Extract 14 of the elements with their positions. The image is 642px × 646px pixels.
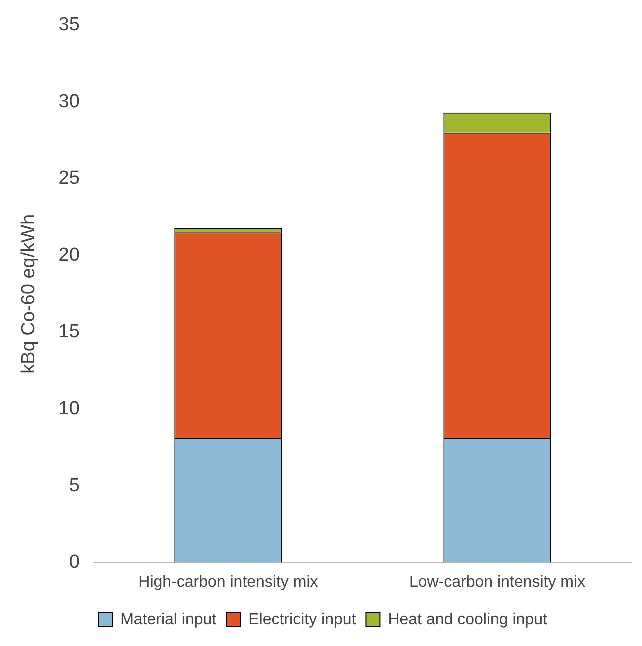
y-tick-label: 10: [58, 398, 80, 420]
y-tick-label: 35: [58, 14, 80, 36]
y-tick-label: 25: [58, 168, 80, 190]
legend-label: Material input: [120, 611, 218, 628]
y-tick-label: 5: [69, 475, 80, 496]
legend-label: Heat and cooling input: [388, 611, 548, 628]
x-tick-label: High-carbon intensity mix: [138, 574, 318, 591]
y-tick-label: 0: [69, 552, 80, 574]
y-tick-label: 20: [58, 244, 80, 266]
y-tick-label: 15: [58, 322, 80, 343]
x-tick-label: Low-carbon intensity mix: [409, 574, 586, 591]
legend-label: Electricity input: [248, 611, 357, 628]
y-tick-label: 30: [58, 91, 80, 112]
y-axis-title: kBq Co-60 eq/kWh: [18, 214, 40, 374]
